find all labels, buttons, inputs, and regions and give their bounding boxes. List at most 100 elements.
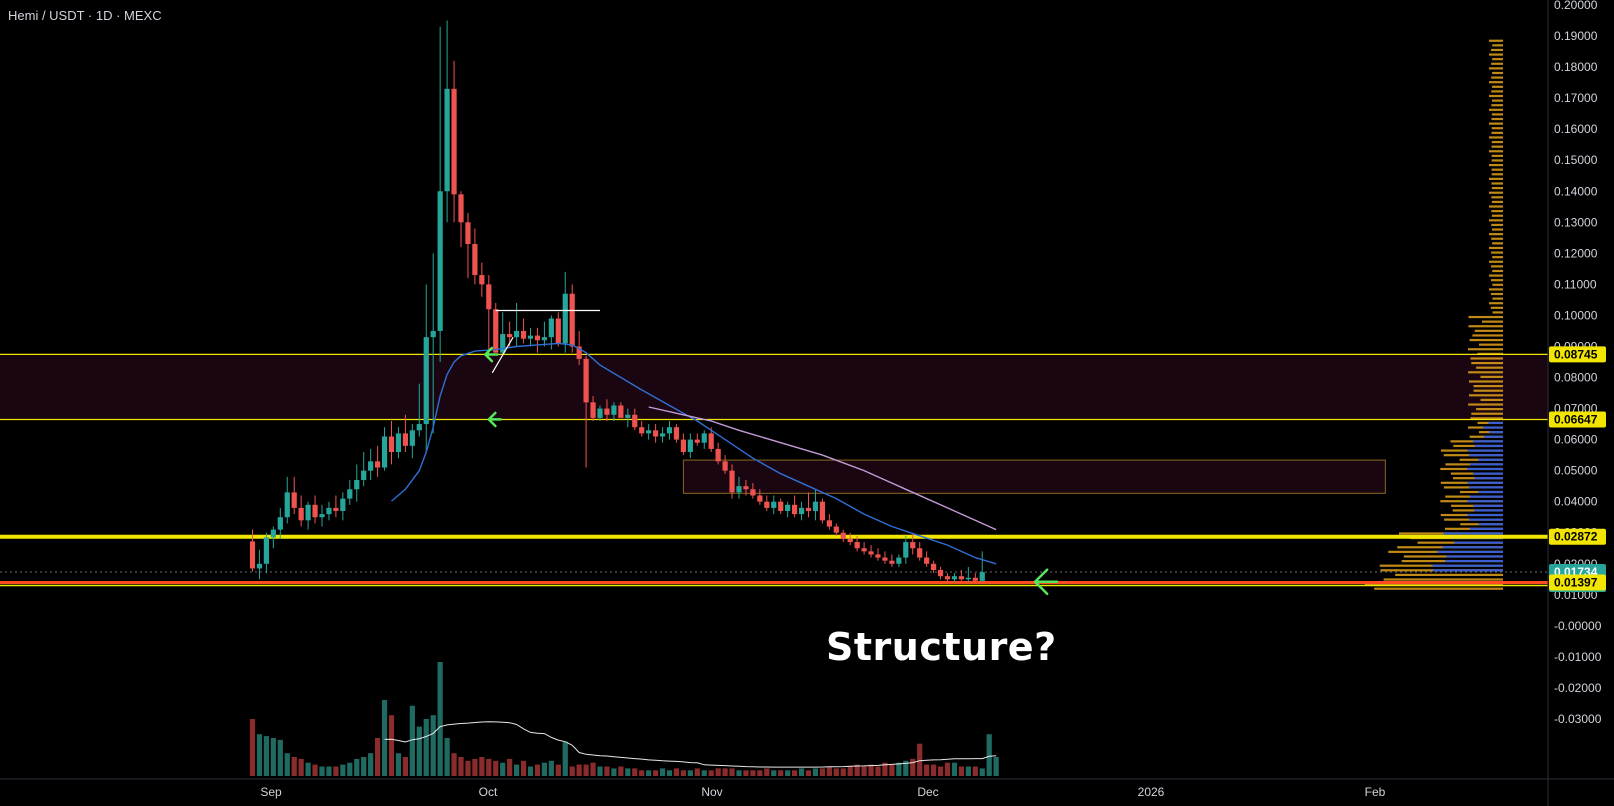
volume-profile-row [1489, 122, 1503, 125]
price-tick: 0.13000 [1554, 215, 1598, 229]
time-tick: Oct [479, 785, 498, 799]
volume-bar [812, 768, 819, 776]
candle-body [298, 507, 304, 521]
volume-bar [889, 764, 895, 776]
volume-profile-row [1491, 251, 1503, 254]
price-tick: -0.02000 [1554, 681, 1602, 695]
volume-profile-row [1491, 214, 1503, 217]
volume-bar [722, 768, 728, 776]
volume-bar [298, 758, 304, 776]
volume-bar [326, 766, 332, 776]
price-tick: 0.11000 [1554, 277, 1597, 291]
volume-profile-row [1364, 583, 1503, 586]
volume-profile-row [1492, 311, 1503, 314]
volume-bar [472, 758, 478, 776]
price-label-bg [1549, 574, 1606, 591]
candle-body [666, 427, 673, 434]
volume-bar [479, 757, 485, 776]
candle-body [694, 439, 700, 443]
candle-body [430, 330, 436, 338]
volume-bar [910, 758, 916, 776]
volume-bar [805, 770, 812, 776]
candle-body [736, 486, 742, 493]
volume-bar [395, 753, 402, 776]
volume-bar [632, 768, 638, 776]
price-axis[interactable]: 0.20000 0.19000 0.18000 0.17000 0.16000 0.150… [1547, 0, 1602, 806]
volume-profile-value-row [1470, 463, 1503, 466]
volume-bar [937, 766, 944, 776]
price-label-bg [1549, 346, 1606, 363]
price-tick: 0.16000 [1554, 122, 1598, 136]
volume-profile-value-row [1469, 495, 1503, 498]
volume-bar [277, 739, 283, 776]
left-arrow-icon [1033, 568, 1059, 596]
candle-body [507, 334, 513, 338]
candle-body [680, 439, 686, 453]
candle-body [653, 430, 659, 437]
volume-bar [333, 766, 339, 776]
volume-bar [958, 766, 964, 776]
volume-bar [833, 768, 839, 776]
volume-profile-value-row [1467, 467, 1503, 471]
volume-profile-value-row [1454, 541, 1503, 544]
volume-profile-value-row [1469, 454, 1503, 457]
volume-profile-value-row [1478, 523, 1503, 526]
candle-body [597, 408, 603, 418]
volume-profile-row [1489, 67, 1503, 70]
volume-profile-row [1468, 371, 1503, 374]
volume-bar [611, 768, 617, 776]
candle-body [785, 504, 791, 512]
price-tick: 0.05000 [1554, 464, 1598, 478]
volume-bar [590, 762, 596, 776]
volume-bar [423, 719, 429, 776]
candle-body [562, 293, 568, 344]
volume-bar [743, 770, 749, 776]
candle-body [611, 405, 617, 415]
candle-body [659, 433, 666, 437]
time-axis[interactable]: Sep Oct Nov Dec 2026 Feb [0, 778, 1614, 799]
time-tick: 2026 [1138, 785, 1165, 799]
volume-profile-row [1473, 385, 1503, 388]
volume-profile-row [1491, 168, 1503, 171]
volume-profile-value-row [1474, 444, 1503, 448]
volume-profile-row [1489, 81, 1503, 84]
volume-profile-row [1469, 380, 1503, 383]
volume-profile-value-row [1469, 518, 1503, 521]
price-tick: 0.14000 [1554, 184, 1598, 198]
volume-bar [972, 766, 978, 776]
candle-body [847, 538, 853, 543]
volume-profile-value-row [1473, 504, 1503, 507]
price-tick: 0.04000 [1554, 495, 1598, 509]
volume-profile-value-row [1445, 559, 1503, 563]
volume-bar [840, 768, 846, 776]
volume-profile-value-row [1469, 527, 1503, 530]
volume-bar [340, 764, 346, 776]
volume-bar [534, 764, 541, 776]
volume-profile-row [1490, 306, 1503, 309]
volume-profile-value-row [1443, 532, 1503, 535]
volume-bar [903, 760, 909, 776]
volume-profile-row [1489, 136, 1503, 139]
volume-profile-row [1491, 104, 1503, 107]
volume-bar [507, 758, 513, 776]
chart-title: Hemi / USDT · 1D · MEXC [8, 8, 162, 23]
volume-profile-row [1492, 297, 1503, 300]
volume-bar [882, 762, 888, 776]
volume-profile-row [1491, 90, 1503, 93]
volume-profile [1364, 39, 1503, 590]
volume-profile-row [1491, 223, 1503, 227]
candle-body [778, 501, 784, 512]
volume-bar [375, 738, 381, 776]
volume-bar [305, 762, 311, 776]
volume-bar [618, 766, 624, 776]
candle-body [840, 532, 846, 539]
ema-slow-line [648, 406, 997, 531]
volume-bar [757, 770, 763, 776]
volume-profile-row [1468, 325, 1503, 328]
candle-body [924, 557, 930, 564]
volume-profile-value-row [1474, 477, 1503, 480]
volume-profile-row [1481, 320, 1503, 323]
volume-bar [778, 770, 784, 776]
volume-profile-value-row [1488, 421, 1503, 425]
